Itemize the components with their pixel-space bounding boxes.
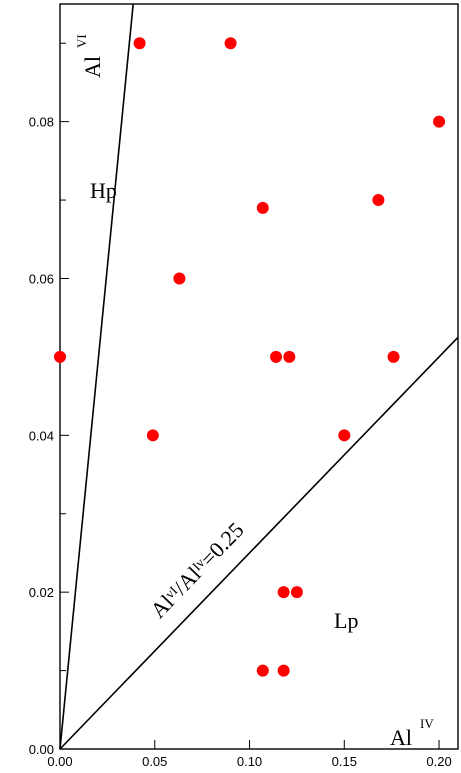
- x-tick-label: 0.00: [47, 754, 72, 769]
- data-point: [387, 350, 400, 363]
- data-point: [224, 37, 237, 50]
- y-tick-label: 0.00: [29, 742, 54, 757]
- data-point: [133, 37, 146, 50]
- y-tick-label: 0.04: [29, 428, 54, 443]
- data-point: [256, 664, 269, 677]
- data-point: [256, 201, 269, 214]
- region-label-hp: Hp: [90, 178, 117, 203]
- ratio-line-025: [59, 336, 459, 750]
- x-axis-label-base: Al: [390, 725, 412, 750]
- data-point: [433, 115, 446, 128]
- region-label-lp: Lp: [334, 608, 358, 633]
- data-point: [290, 586, 303, 599]
- y-axis-label: Al VI: [74, 34, 105, 78]
- y-axis-label-sup: VI: [74, 34, 89, 48]
- boundary-lines: [59, 3, 459, 750]
- data-point: [54, 350, 66, 363]
- data-points: [54, 37, 446, 677]
- x-tick-label: 0.15: [332, 754, 357, 769]
- x-axis-label: Al IV: [390, 716, 434, 750]
- x-tick-label: 0.05: [142, 754, 167, 769]
- data-point: [283, 350, 296, 363]
- plot-border: [59, 3, 459, 750]
- y-tick-label: 0.02: [29, 585, 54, 600]
- x-axis-label-sup: IV: [420, 716, 434, 731]
- x-tick-label: 0.20: [426, 754, 451, 769]
- hp-boundary-line: [59, 3, 134, 750]
- data-point: [146, 429, 159, 442]
- y-tick-label: 0.06: [29, 271, 54, 286]
- axis-ticks: 0.00 0.02 0.04 0.06 0.08 0.00 0.05 0.10 0.15 0.20: [29, 42, 452, 769]
- y-axis-label-base: Al: [80, 56, 105, 78]
- x-tick-label: 0.10: [237, 754, 262, 769]
- data-point: [277, 586, 290, 599]
- plot-frame: [59, 3, 459, 750]
- data-point: [173, 272, 186, 285]
- data-point: [338, 429, 351, 442]
- y-tick-label: 0.08: [29, 115, 54, 130]
- data-point: [277, 664, 290, 677]
- data-point: [270, 350, 283, 363]
- data-point: [372, 194, 385, 207]
